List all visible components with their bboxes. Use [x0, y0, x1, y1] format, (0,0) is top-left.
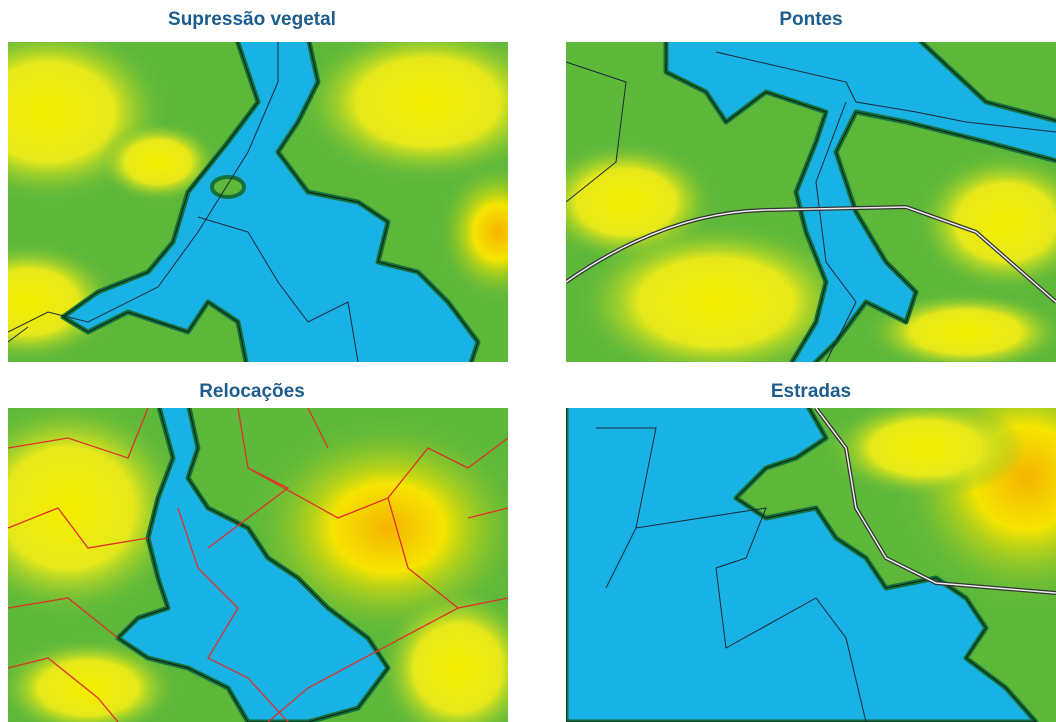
map-panel: [536, 37, 1056, 382]
panel-title: Pontes: [779, 9, 842, 30]
map-panel: [0, 398, 538, 722]
panel-title: Estradas: [771, 381, 851, 402]
map-panel: [566, 348, 1056, 722]
panel-title: Relocações: [199, 381, 305, 402]
map-figure: Supressão vegetal Pontes Relocações Estr…: [0, 0, 1056, 722]
map-panel: [0, 22, 558, 372]
panel-title: Supressão vegetal: [168, 9, 336, 30]
